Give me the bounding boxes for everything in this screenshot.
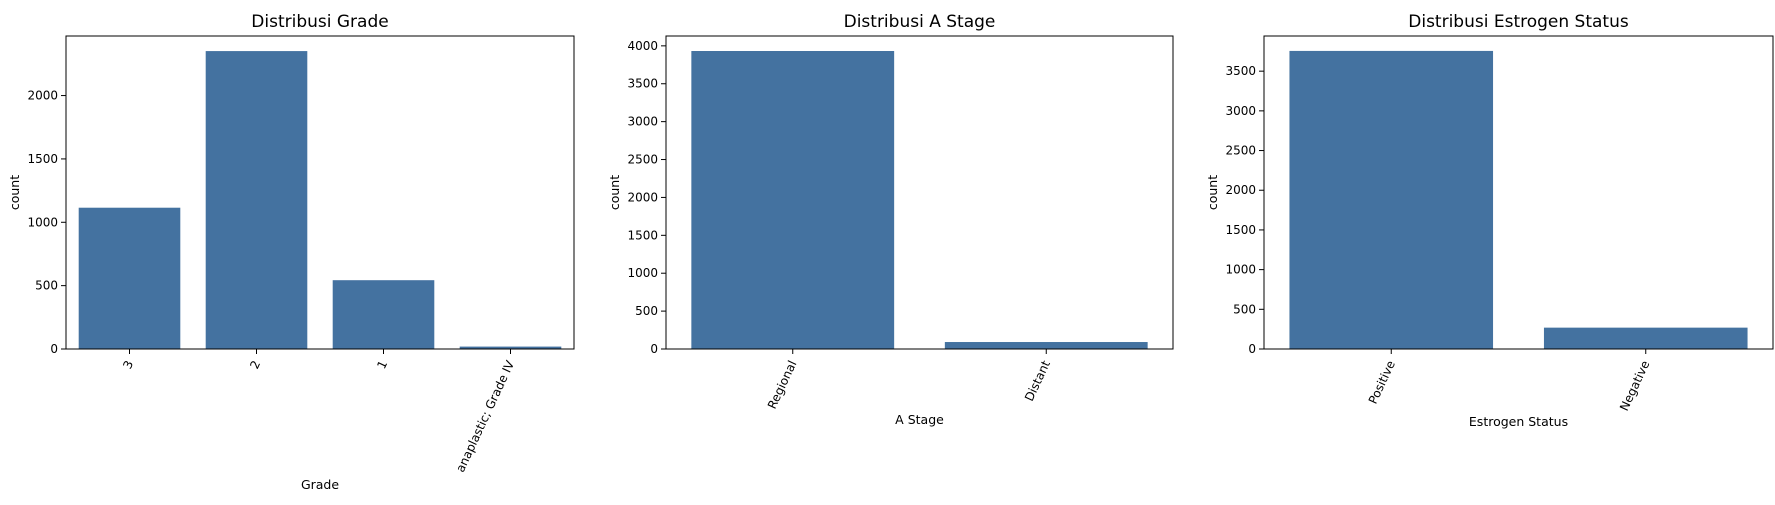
chart-title: Distribusi Grade [251, 12, 388, 32]
chart-title: Distribusi A Stage [844, 12, 996, 32]
x-axis-label: Estrogen Status [1469, 414, 1568, 429]
bar-3 [459, 346, 562, 349]
y-tick-label: 500 [35, 279, 58, 293]
y-tick-label: 0 [50, 342, 58, 356]
chart-grade: 0 500 1000 1500 2000 3 2 1 anaplastic; Grade IV D… [7, 12, 575, 492]
y-axis-label: count [7, 175, 22, 210]
plot-frame [665, 35, 1174, 350]
y-tick-label: 500 [1233, 302, 1256, 316]
x-tick-label: Distant [1022, 358, 1053, 403]
x-tick-label: 3 [120, 358, 136, 371]
y-tick-label: 500 [635, 304, 658, 318]
bar-1 [1543, 327, 1748, 349]
y-tick-label: 0 [650, 342, 658, 356]
x-tick-label: 2 [247, 358, 263, 371]
y-tick-label: 1500 [1225, 223, 1256, 237]
y-tick-label: 2000 [27, 89, 58, 103]
y-tick-label: 1000 [627, 266, 658, 280]
y-tick-label: 1500 [627, 228, 658, 242]
y-tick-label: 3500 [627, 77, 658, 91]
x-tick-label: Regional [765, 358, 800, 411]
chart-title: Distribusi Estrogen Status [1408, 12, 1629, 32]
bar-2 [332, 280, 435, 349]
y-tick-label: 1000 [27, 215, 58, 229]
y-tick-label: 1500 [27, 152, 58, 166]
x-axis-label: A Stage [895, 412, 944, 427]
y-tick-label: 2000 [1225, 183, 1256, 197]
plot-frame [65, 35, 575, 350]
x-tick-label: Positive [1366, 358, 1398, 406]
x-tick-label: Negative [1617, 358, 1652, 413]
chart-a-stage: 0 500 1000 1500 2000 2500 3000 3500 4000 Regional… [607, 12, 1174, 427]
bar-1 [205, 51, 308, 349]
y-tick-label: 4000 [627, 39, 658, 53]
y-tick-label: 2000 [627, 190, 658, 204]
bar-0 [78, 207, 181, 349]
chart-estrogen-status: 0 500 1000 1500 2000 2500 3000 3500 Positive Nega… [1205, 12, 1774, 429]
y-tick-label: 2500 [627, 153, 658, 167]
y-axis-label: count [607, 175, 622, 210]
y-tick-label: 3000 [1225, 104, 1256, 118]
y-tick-label: 1000 [1225, 263, 1256, 277]
bar-0 [1289, 50, 1494, 350]
y-axis-label: count [1205, 175, 1220, 210]
bar-0 [691, 51, 895, 350]
bar-1 [944, 342, 1148, 349]
y-tick-label: 0 [1248, 342, 1256, 356]
y-tick-label: 3000 [627, 115, 658, 129]
x-tick-label: anaplastic; Grade IV [453, 358, 517, 475]
plot-frame [1263, 35, 1774, 350]
x-axis-label: Grade [301, 477, 339, 492]
y-tick-label: 3500 [1225, 64, 1256, 78]
y-tick-label: 2500 [1225, 144, 1256, 158]
x-tick-label: 1 [374, 358, 390, 371]
